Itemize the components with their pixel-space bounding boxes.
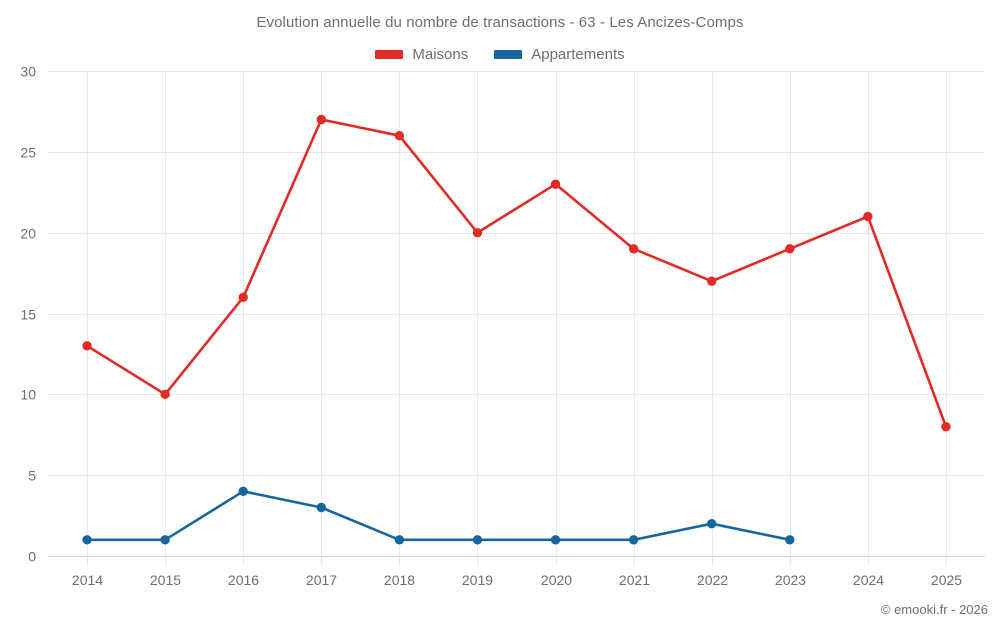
data-point-marker[interactable] — [238, 486, 248, 497]
x-axis-tick-label: 2019 — [462, 572, 493, 588]
x-axis-tick-label: 2018 — [384, 572, 415, 588]
data-point-marker[interactable] — [707, 518, 717, 529]
series-line-maisons — [85, 118, 948, 428]
x-axis-tick-label: 2023 — [775, 572, 806, 588]
y-axis-tick-label: 25 — [20, 145, 36, 161]
data-point-marker[interactable] — [550, 535, 561, 545]
legend-item-appartements[interactable]: Appartements — [494, 45, 625, 63]
data-point-marker[interactable] — [472, 227, 483, 238]
data-point-marker[interactable] — [785, 244, 795, 254]
legend-swatch-appartements — [494, 49, 523, 59]
data-point-marker[interactable] — [316, 502, 326, 513]
legend-item-maisons[interactable]: Maisons — [375, 46, 468, 63]
copyright-credit: © emooki.fr - 2026 — [880, 602, 988, 617]
data-point-marker[interactable] — [82, 535, 92, 545]
chart-legend: Maisons Appartements — [0, 43, 1000, 65]
data-point-marker[interactable] — [785, 535, 795, 545]
y-axis-tick-label: 15 — [20, 307, 36, 323]
x-axis-tick-label: 2022 — [697, 572, 728, 588]
y-axis-tick-label: 5 — [28, 468, 36, 484]
x-axis-tick-label: 2025 — [931, 572, 962, 588]
y-axis-tick-label: 0 — [28, 549, 36, 565]
data-point-marker[interactable] — [82, 341, 92, 351]
x-axis-tick-label: 2016 — [228, 572, 259, 588]
chart-title: Evolution annuelle du nombre de transact… — [256, 14, 744, 31]
legend-label-maisons: Maisons — [412, 45, 469, 63]
data-point-marker[interactable] — [316, 114, 326, 125]
legend-swatch-maisons — [375, 49, 404, 59]
y-axis-tick-label: 20 — [20, 226, 36, 242]
data-point-marker[interactable] — [160, 389, 170, 400]
x-axis-tick-label: 2020 — [541, 572, 572, 588]
series-line-appartements — [85, 490, 792, 542]
data-point-marker[interactable] — [941, 421, 951, 432]
y-axis-tick-label: 10 — [20, 387, 36, 403]
x-axis-tick-label: 2015 — [150, 572, 181, 588]
x-axis-tick-label: 2014 — [72, 572, 103, 588]
y-axis-tick-label: 30 — [20, 64, 36, 80]
data-point-marker[interactable] — [550, 179, 561, 189]
data-point-marker[interactable] — [628, 535, 639, 545]
data-point-marker[interactable] — [394, 130, 405, 141]
data-point-marker[interactable] — [628, 244, 639, 254]
x-axis-tick-label: 2024 — [853, 572, 884, 588]
data-point-marker[interactable] — [707, 276, 717, 286]
legend-label-appartements: Appartements — [531, 45, 625, 63]
x-axis-tick-label: 2021 — [619, 572, 650, 588]
data-point-marker[interactable] — [160, 535, 170, 545]
x-axis-tick-label: 2017 — [306, 572, 337, 588]
data-point-marker[interactable] — [394, 535, 405, 545]
data-point-marker[interactable] — [238, 292, 248, 303]
data-point-marker[interactable] — [472, 535, 483, 545]
data-point-marker[interactable] — [863, 211, 873, 222]
